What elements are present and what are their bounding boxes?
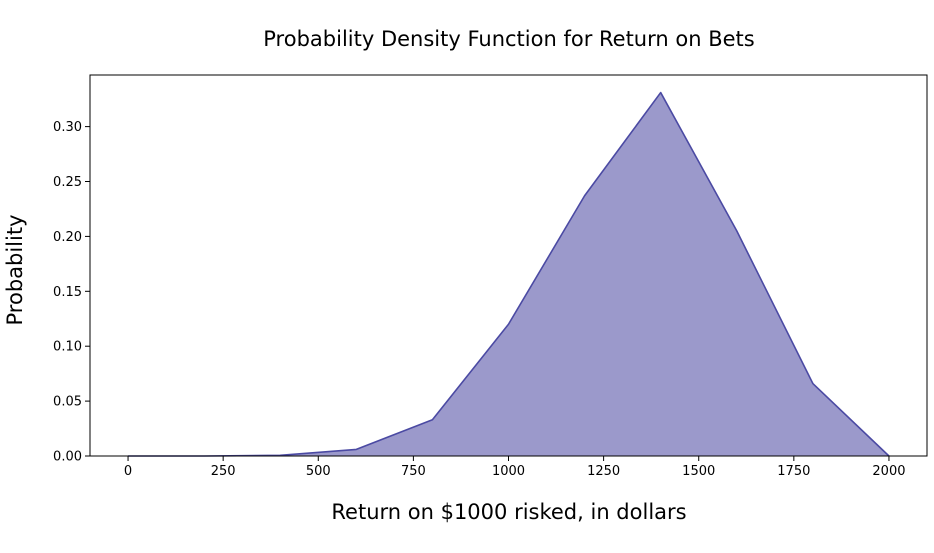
y-tick-label: 0.20 (53, 230, 82, 245)
plot-area (128, 91, 890, 457)
x-axis-label: Return on $1000 risked, in dollars (331, 500, 686, 524)
x-tick-label: 750 (401, 464, 426, 479)
data-point (584, 195, 586, 197)
data-point (356, 449, 358, 451)
x-tick-label: 1250 (587, 464, 620, 479)
x-axis: 0 250 500 750 1000 1250 1500 1750 2000 (124, 456, 906, 479)
x-tick-label: 1750 (777, 464, 810, 479)
x-tick-label: 2000 (872, 464, 905, 479)
y-tick-label: 0.00 (53, 450, 82, 465)
x-tick-label: 250 (211, 464, 236, 479)
data-point (508, 323, 510, 325)
data-point (736, 230, 738, 232)
y-tick-label: 0.05 (53, 395, 82, 410)
x-tick-label: 1500 (682, 464, 715, 479)
y-tick-label: 0.30 (53, 120, 82, 135)
x-tick-label: 1000 (492, 464, 525, 479)
y-axis: 0.00 0.05 0.10 0.15 0.20 0.25 0.30 (53, 120, 90, 465)
data-point (432, 419, 434, 421)
x-tick-label: 0 (124, 464, 132, 479)
y-tick-label: 0.25 (53, 175, 82, 190)
series-area (128, 92, 889, 457)
y-tick-label: 0.10 (53, 340, 82, 355)
x-tick-label: 500 (306, 464, 331, 479)
y-tick-label: 0.15 (53, 285, 82, 300)
y-axis-label: Probability (3, 214, 27, 325)
data-point (660, 92, 662, 94)
data-point (812, 383, 814, 385)
chart-title: Probability Density Function for Return … (263, 27, 754, 51)
